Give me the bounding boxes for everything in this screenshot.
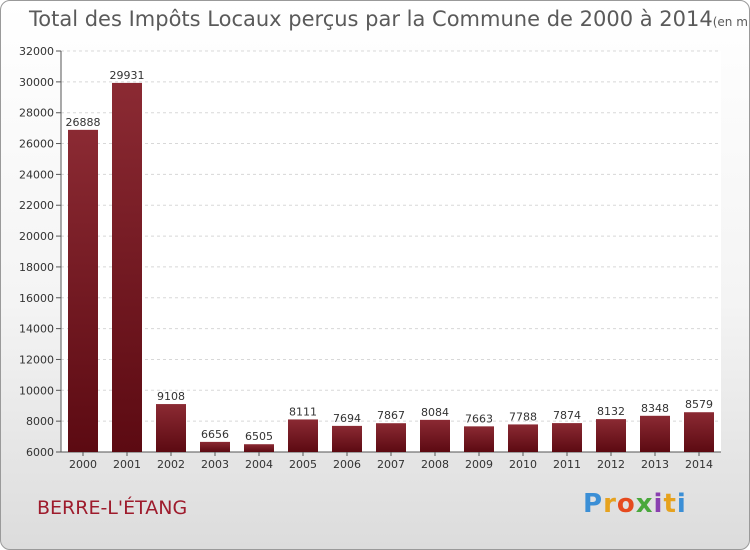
bar bbox=[508, 424, 538, 452]
data-label: 8132 bbox=[597, 405, 625, 418]
data-label: 6656 bbox=[201, 428, 229, 441]
y-tick-label: 32000 bbox=[19, 45, 54, 58]
brand-letter: i bbox=[653, 489, 664, 519]
y-tick-label: 18000 bbox=[19, 261, 54, 274]
y-tick-label: 12000 bbox=[19, 353, 54, 366]
bar bbox=[464, 426, 494, 452]
x-tick-label: 2014 bbox=[685, 458, 713, 471]
y-tick-label: 14000 bbox=[19, 323, 54, 336]
chart-unit: (en milliers d'€) bbox=[712, 15, 750, 29]
data-label: 6505 bbox=[245, 430, 273, 443]
y-tick-label: 6000 bbox=[26, 446, 54, 459]
plot-area bbox=[61, 51, 721, 452]
x-tick-label: 2007 bbox=[377, 458, 405, 471]
brand-letter: x bbox=[635, 489, 654, 519]
brand-letter: i bbox=[676, 489, 687, 519]
y-tick-label: 22000 bbox=[19, 199, 54, 212]
proxiti-logo: Proxiti bbox=[583, 489, 687, 519]
x-tick-label: 2013 bbox=[641, 458, 669, 471]
x-tick-label: 2011 bbox=[553, 458, 581, 471]
bar bbox=[288, 419, 318, 452]
x-tick-label: 2002 bbox=[157, 458, 185, 471]
bar bbox=[552, 423, 582, 452]
chart-title: Total des Impôts Locaux perçus par la Co… bbox=[29, 7, 750, 31]
y-tick-label: 28000 bbox=[19, 107, 54, 120]
x-tick-label: 2004 bbox=[245, 458, 273, 471]
bar bbox=[200, 441, 230, 452]
x-tick-label: 2003 bbox=[201, 458, 229, 471]
x-tick-label: 2001 bbox=[113, 458, 141, 471]
data-label: 29931 bbox=[110, 69, 145, 82]
commune-name: BERRE-L'ÉTANG bbox=[37, 497, 188, 519]
y-tick-label: 24000 bbox=[19, 168, 54, 181]
data-label: 7663 bbox=[465, 412, 493, 425]
x-tick-label: 2009 bbox=[465, 458, 493, 471]
brand-letter: P bbox=[583, 489, 604, 519]
x-tick-label: 2005 bbox=[289, 458, 317, 471]
data-label: 8579 bbox=[685, 398, 713, 411]
bar bbox=[112, 82, 142, 453]
data-label: 7874 bbox=[553, 409, 581, 422]
y-tick-label: 20000 bbox=[19, 230, 54, 243]
data-label: 8111 bbox=[289, 405, 317, 418]
x-tick-label: 2012 bbox=[597, 458, 625, 471]
x-tick-label: 2006 bbox=[333, 458, 361, 471]
x-tick-label: 2008 bbox=[421, 458, 449, 471]
bar bbox=[640, 415, 670, 452]
data-label: 7694 bbox=[333, 412, 361, 425]
data-label: 8084 bbox=[421, 406, 449, 419]
brand-letter: t bbox=[663, 489, 677, 519]
y-tick-label: 26000 bbox=[19, 138, 54, 151]
data-label: 26888 bbox=[66, 116, 101, 129]
chart-title-text: Total des Impôts Locaux perçus par la Co… bbox=[29, 7, 713, 31]
y-tick-label: 30000 bbox=[19, 76, 54, 89]
x-tick-label: 2000 bbox=[69, 458, 97, 471]
brand-letter: r bbox=[603, 489, 617, 519]
bar bbox=[68, 129, 98, 452]
x-tick-label: 2010 bbox=[509, 458, 537, 471]
y-tick-label: 8000 bbox=[26, 415, 54, 428]
bar bbox=[684, 412, 714, 452]
brand-letter: o bbox=[616, 489, 636, 519]
bar bbox=[244, 444, 274, 452]
bar bbox=[420, 419, 450, 452]
bar bbox=[596, 419, 626, 452]
data-label: 7867 bbox=[377, 409, 405, 422]
y-tick-label: 10000 bbox=[19, 384, 54, 397]
bar bbox=[376, 423, 406, 452]
y-tick-label: 16000 bbox=[19, 292, 54, 305]
data-label: 8348 bbox=[641, 402, 669, 415]
bar bbox=[156, 404, 186, 452]
data-label: 9108 bbox=[157, 390, 185, 403]
bar bbox=[332, 425, 362, 452]
data-label: 7788 bbox=[509, 410, 537, 423]
